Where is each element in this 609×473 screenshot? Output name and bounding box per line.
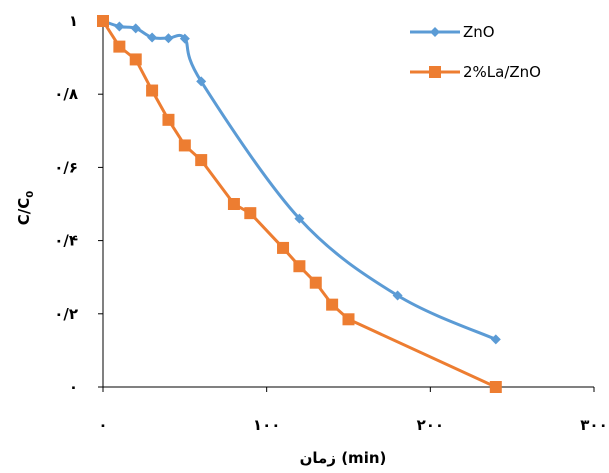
legend: ZnO 2%La/ZnO bbox=[410, 23, 541, 81]
x-tick-label: ۰ bbox=[98, 416, 107, 434]
legend-item: 2%La/ZnO bbox=[410, 63, 541, 81]
data-point bbox=[129, 53, 142, 66]
y-tick-label: ۰/۸ bbox=[54, 85, 78, 103]
data-point bbox=[163, 33, 174, 44]
y-tick-label: ۰/۶ bbox=[54, 158, 78, 176]
y-tick-label: ۰ bbox=[69, 378, 78, 396]
data-point bbox=[130, 23, 141, 34]
data-point bbox=[147, 32, 158, 43]
legend-item: ZnO bbox=[410, 23, 495, 41]
y-tick-label: ۰/۴ bbox=[54, 232, 78, 250]
x-tick-label: ۱۰۰ bbox=[253, 416, 280, 434]
x-axis-title: زمان (min) bbox=[300, 449, 387, 467]
data-point bbox=[196, 76, 207, 87]
data-point bbox=[227, 198, 240, 210]
data-point bbox=[97, 15, 109, 27]
legend-label: 2%La/ZnO bbox=[463, 63, 541, 81]
legend-swatch-marker bbox=[430, 27, 440, 37]
data-point bbox=[178, 139, 191, 152]
legend-swatch-marker bbox=[429, 66, 441, 78]
series-la-zno bbox=[97, 15, 502, 393]
y-axis-title-main: C/C bbox=[15, 198, 33, 226]
data-point bbox=[490, 334, 501, 345]
data-point bbox=[113, 40, 126, 53]
data-point bbox=[326, 298, 339, 311]
x-axis-ticks: ۰ ۱۰۰ ۲۰۰ ۳۰۰ bbox=[98, 387, 608, 434]
data-point bbox=[309, 276, 322, 289]
series-layer bbox=[97, 15, 502, 393]
y-tick-label: ۰/۲ bbox=[54, 305, 78, 323]
data-point bbox=[342, 313, 355, 326]
x-tick-label: ۳۰۰ bbox=[580, 416, 607, 434]
x-tick-label: ۲۰۰ bbox=[417, 416, 444, 434]
axes bbox=[102, 21, 594, 388]
data-point bbox=[392, 290, 403, 301]
legend-label: ZnO bbox=[463, 23, 495, 41]
data-point bbox=[162, 113, 175, 126]
y-tick-label: ۱ bbox=[69, 12, 78, 30]
data-point bbox=[294, 213, 305, 224]
series-zno bbox=[98, 16, 501, 345]
data-point bbox=[244, 207, 257, 220]
y-axis-ticks: ۰ ۰/۲ ۰/۴ ۰/۶ ۰/۸ ۱ bbox=[54, 12, 103, 396]
data-point bbox=[114, 21, 125, 32]
data-point bbox=[195, 154, 208, 167]
y-axis-title: C/C0 bbox=[15, 191, 36, 226]
data-point bbox=[277, 241, 290, 254]
data-point bbox=[293, 260, 306, 273]
y-axis-title-subscript: 0 bbox=[25, 191, 36, 198]
data-point bbox=[489, 381, 502, 393]
data-point bbox=[179, 33, 190, 44]
data-point bbox=[146, 84, 159, 97]
